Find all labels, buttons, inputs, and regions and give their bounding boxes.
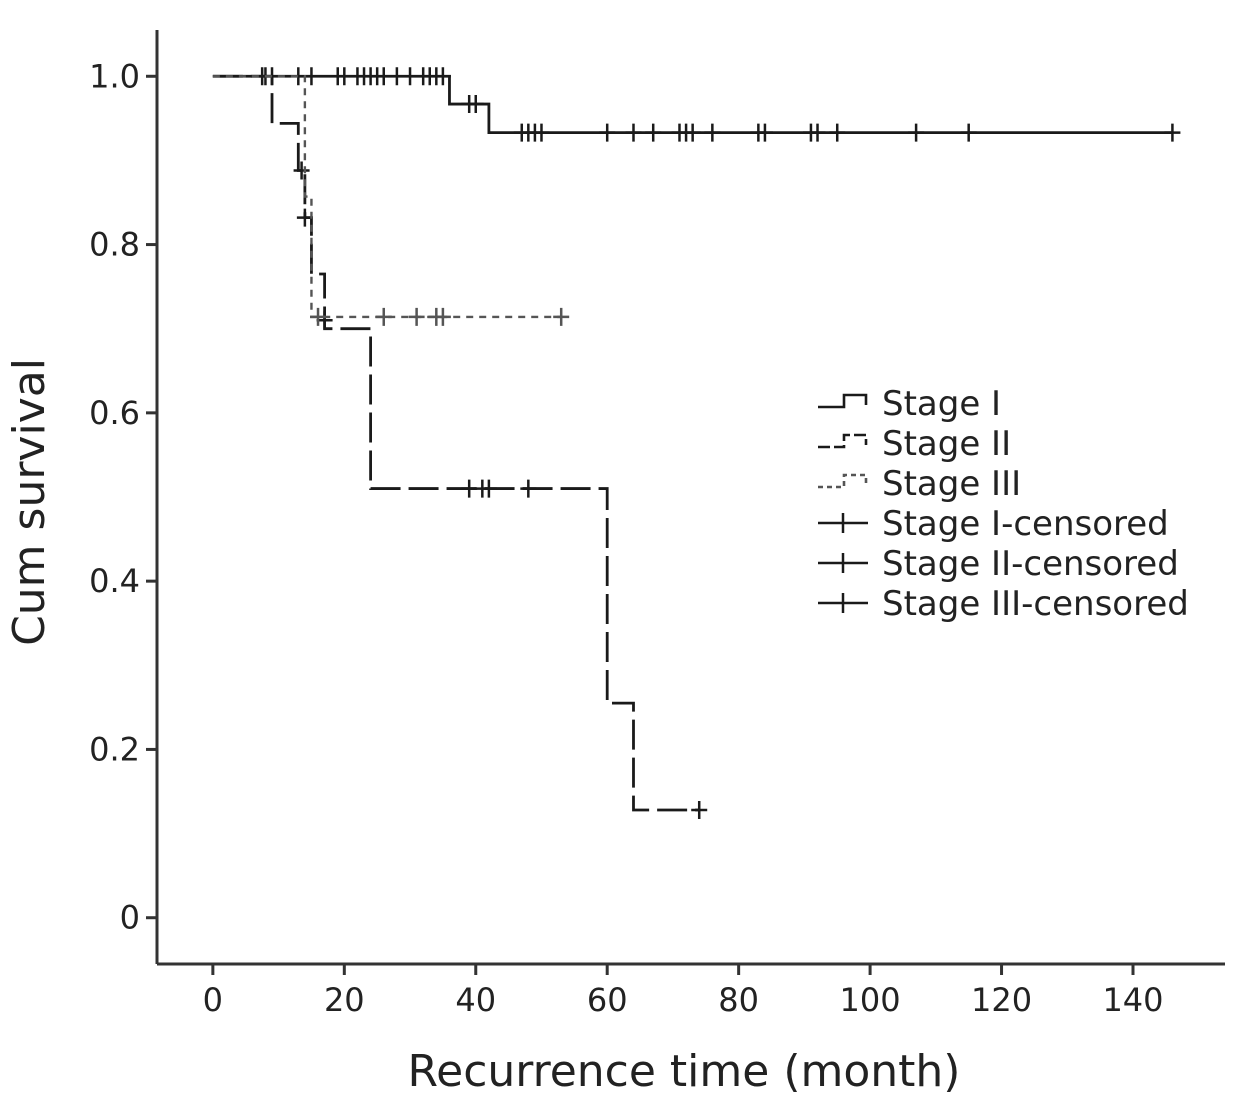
censor-mark [434,307,451,326]
censor-mark [684,123,701,142]
censor-mark [408,307,425,326]
censor-mark [303,67,320,86]
series-3 [212,75,570,326]
x-tick-label: 60 [587,981,628,1019]
y-tick-label: 1.0 [89,57,140,95]
legend-swatch [818,593,868,613]
legend-swatch [818,433,868,449]
censor-mark [960,123,977,142]
survival-curve [212,75,562,319]
y-tick-label: 0.8 [89,226,140,264]
legend-item: Stage II-censored [818,544,1179,584]
censor-mark [908,123,925,142]
censor-mark [296,208,313,227]
censor-mark [553,307,570,326]
censor-mark [467,95,484,114]
legend-swatch [818,513,868,533]
censor-mark [520,479,537,498]
legend-item: Stage I-censored [818,504,1169,544]
censor-mark [480,479,497,498]
legend-label: Stage II-censored [882,544,1179,584]
censor-mark [625,123,642,142]
x-tick-label: 140 [1102,981,1163,1019]
x-tick-label: 100 [840,981,901,1019]
legend-label: Stage II [882,424,1011,464]
censor-mark [645,123,662,142]
censor-mark [829,123,846,142]
legend-label: Stage I-censored [882,504,1169,544]
censor-mark [809,123,826,142]
censor-mark [691,801,708,820]
x-tick-label: 40 [455,981,496,1019]
legend-label: Stage III [882,464,1021,504]
y-axis-title: Cum survival [4,358,55,646]
x-tick-label: 0 [203,981,223,1019]
y-tick-label: 0 [120,899,140,937]
y-tick-label: 0.2 [89,730,140,768]
y-tick-label: 0.4 [89,562,140,600]
legend-swatch [818,473,868,489]
legend-label: Stage III-censored [882,584,1189,624]
censor-mark [1164,123,1181,142]
censor-mark [434,67,451,86]
x-tick-label: 20 [324,981,365,1019]
legend-item: Stage I [818,384,1001,424]
legend-item: Stage II [818,424,1011,464]
censor-mark [533,123,550,142]
censor-mark [310,307,327,326]
series-layer [212,67,1181,820]
legend-item: Stage III [818,464,1021,504]
series-2 [212,74,708,820]
y-tick-label: 0.6 [89,394,140,432]
censor-mark [704,123,721,142]
legend-swatch [818,553,868,573]
legend-item: Stage III-censored [818,584,1189,624]
x-tick-label: 120 [971,981,1032,1019]
survival-curve [212,74,700,812]
censor-mark [375,307,392,326]
censor-mark [599,123,616,142]
censor-mark [756,123,773,142]
censor-mark [293,161,310,180]
legend-label: Stage I [882,384,1001,424]
x-tick-label: 80 [718,981,759,1019]
legend-swatch [818,393,868,409]
x-axis-title: Recurrence time (month) [408,1046,961,1097]
series-1 [212,67,1181,142]
axes: 0 20 40 60 80 100 120 140 0 0.2 0.4 0.6 0.8 1.0 [89,30,1225,1019]
